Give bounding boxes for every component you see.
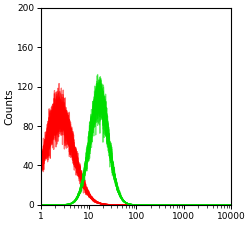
Y-axis label: Counts: Counts bbox=[4, 88, 14, 125]
